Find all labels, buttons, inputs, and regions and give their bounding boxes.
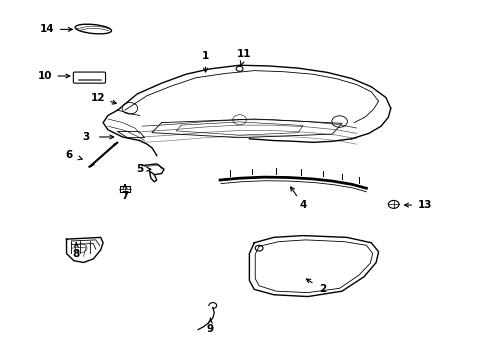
Text: 9: 9: [206, 324, 213, 334]
Text: 1: 1: [202, 51, 209, 61]
Text: 3: 3: [82, 132, 89, 142]
Text: 4: 4: [299, 200, 306, 210]
Text: 10: 10: [37, 71, 52, 81]
Text: 2: 2: [318, 284, 325, 294]
Text: 12: 12: [91, 93, 105, 103]
Text: 14: 14: [40, 24, 54, 35]
Text: 7: 7: [121, 191, 128, 201]
Text: 13: 13: [417, 200, 431, 210]
Text: 5: 5: [136, 164, 143, 174]
Text: 8: 8: [73, 248, 80, 258]
Text: 6: 6: [65, 150, 72, 160]
Text: 11: 11: [237, 49, 251, 59]
